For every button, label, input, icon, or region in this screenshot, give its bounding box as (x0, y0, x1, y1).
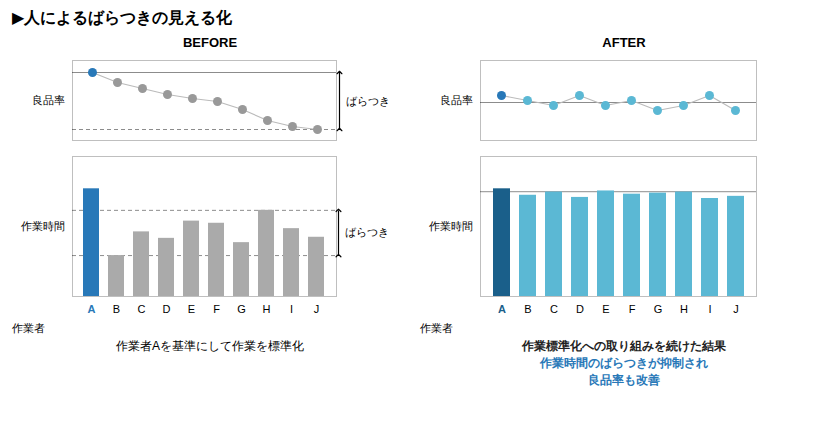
svg-text:I: I (290, 303, 293, 315)
svg-text:B: B (113, 303, 120, 315)
html-text:良品率も改善: 良品率も改善 (588, 373, 660, 387)
svg-text:ばらつき: ばらつき (346, 95, 390, 107)
svg-text:I: I (708, 303, 711, 315)
svg-text:G: G (654, 303, 663, 315)
svg-text:良品率: 良品率 (440, 94, 473, 106)
html-text:BEFORE: BEFORE (182, 35, 238, 50)
svg-text:B: B (524, 303, 531, 315)
svg-text:D: D (576, 303, 584, 315)
svg-text:H: H (263, 303, 271, 315)
svg-text:J: J (314, 303, 320, 315)
svg-text:G: G (237, 303, 246, 315)
svg-text:作業者: 作業者 (419, 322, 453, 334)
svg-text:A: A (88, 303, 96, 315)
svg-text:D: D (163, 303, 171, 315)
svg-text:良品率: 良品率 (32, 94, 65, 106)
svg-text:作業時間: 作業時間 (20, 220, 65, 232)
svg-text:F: F (629, 303, 636, 315)
svg-text:H: H (680, 303, 688, 315)
svg-text:ばらつき: ばらつき (345, 226, 389, 238)
svg-text:作業者: 作業者 (11, 322, 45, 334)
svg-text:J: J (733, 303, 739, 315)
svg-text:E: E (602, 303, 609, 315)
html-text:▶人によるばらつきの見える化: ▶人によるばらつきの見える化 (12, 9, 233, 26)
html-text:作業時間のばらつきが抑制され: 作業時間のばらつきが抑制され (540, 356, 708, 370)
svg-text:E: E (188, 303, 195, 315)
html-text:AFTER: AFTER (602, 35, 646, 50)
svg-text:C: C (138, 303, 146, 315)
html-text:作業標準化への取り組みを続けた結果: 作業標準化への取り組みを続けた結果 (522, 339, 726, 353)
svg-text:F: F (213, 303, 220, 315)
html-text:作業者Aを基準にして作業を標準化: 作業者Aを基準にして作業を標準化 (116, 339, 304, 353)
svg-text:作業時間: 作業時間 (428, 220, 473, 232)
svg-text:C: C (550, 303, 558, 315)
svg-text:A: A (498, 303, 506, 315)
